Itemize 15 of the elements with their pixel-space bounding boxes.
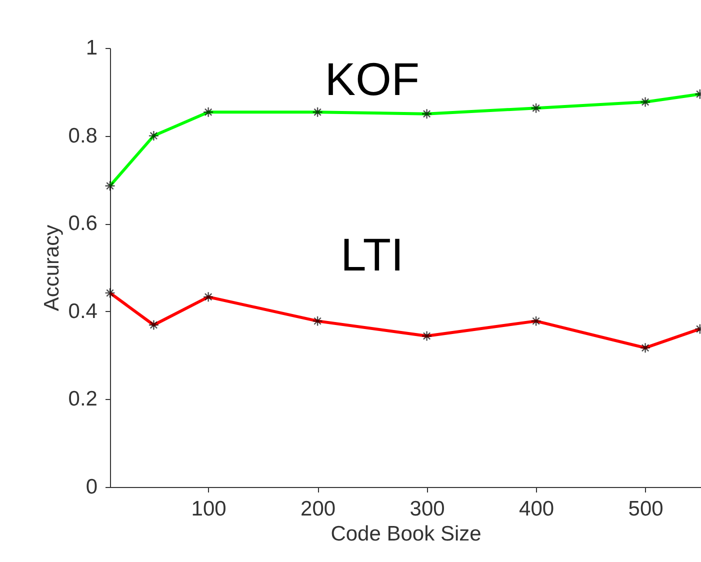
y-tick-label: 0.6 [68, 212, 98, 236]
y-tick-label: 1 [86, 36, 98, 60]
x-tick-label: 400 [519, 498, 554, 520]
y-axis-title: Accuracy [40, 224, 64, 312]
x-tick-label: 500 [628, 498, 664, 520]
series-label: KOF [324, 52, 420, 105]
x-tick-label: 300 [410, 498, 445, 520]
series-label: LTI [340, 228, 404, 281]
x-tick-label: 100 [191, 498, 226, 520]
y-tick-label: 0.4 [68, 300, 98, 323]
x-axis-title: Code Book Size [330, 522, 482, 546]
x-tick-label: 200 [300, 498, 336, 520]
y-tick-label: 0.2 [68, 388, 98, 411]
y-tick-label: 0 [86, 476, 98, 498]
y-tick-label: 0.8 [68, 124, 98, 148]
